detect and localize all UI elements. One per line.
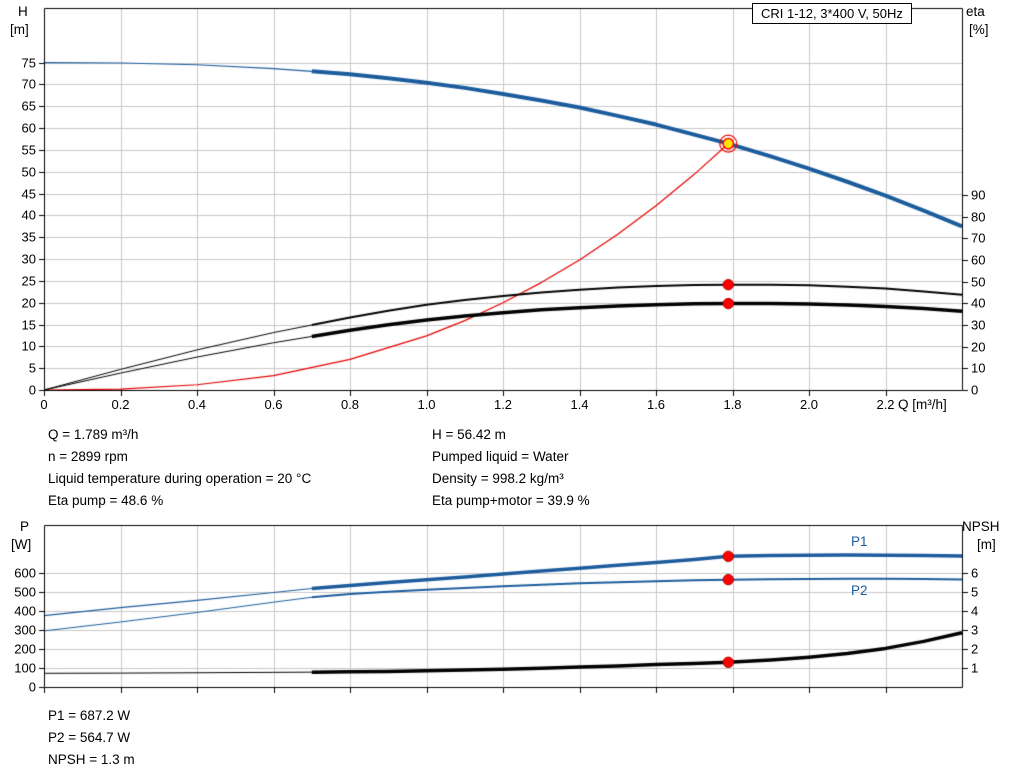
axis-tick-label: 90 — [971, 187, 986, 203]
axis-tick-label: 0.4 — [187, 397, 207, 412]
axis-tick-label: 60 — [21, 120, 36, 136]
axis-tick-label: 600 — [14, 565, 36, 581]
h-axis-unit: [m] — [10, 22, 29, 37]
axis-tick-label: 55 — [21, 142, 36, 158]
head-value-text: H = 56.42 m — [432, 427, 506, 442]
axis-tick-label: 30 — [971, 317, 986, 333]
density-text: Density = 998.2 kg/m³ — [432, 471, 564, 486]
axis-tick-label: 0.2 — [111, 397, 130, 412]
axis-tick-label: 6 — [971, 565, 979, 581]
axis-tick-label: 25 — [21, 273, 36, 289]
axis-tick-label: 0.8 — [340, 397, 360, 412]
axis-tick-label: 70 — [21, 76, 36, 92]
axis-tick-label: 45 — [21, 186, 36, 202]
axis-tick-label: 40 — [971, 295, 986, 311]
axis-tick-label: 400 — [14, 603, 36, 619]
axis-tick-label: 1 — [971, 660, 979, 676]
power-results-block: P1 = 687.2 W P2 = 564.7 W NPSH = 1.3 m — [48, 705, 135, 771]
axis-tick-label: 0 — [971, 382, 979, 398]
axis-tick-label: 30 — [21, 251, 36, 267]
axis-tick-label: 2.0 — [799, 397, 819, 412]
p-axis-unit: [W] — [11, 537, 32, 552]
axis-tick-label: 5 — [971, 584, 979, 600]
eta-pump-motor-text: Eta pump+motor = 39.9 % — [432, 493, 590, 508]
axis-tick-label: 10 — [971, 360, 986, 376]
pump-model-title: CRI 1-12, 3*400 V, 50Hz — [752, 3, 912, 24]
axis-tick-label: 4 — [971, 603, 979, 619]
npsh-axis-name: NPSH — [962, 519, 1000, 534]
axis-tick-label: 300 — [14, 622, 36, 638]
operating-data-left-column: Q = 1.789 m³/h n = 2899 rpm Liquid tempe… — [48, 424, 311, 512]
axis-tick-label: 500 — [14, 584, 36, 600]
axis-tick-label: 5 — [28, 360, 36, 376]
p1-series-label: P1 — [851, 534, 868, 549]
axis-tick-label: 0 — [28, 679, 36, 695]
axis-tick-label: 1.0 — [417, 397, 436, 412]
axis-tick-label: 1.2 — [493, 397, 513, 412]
p-axis-name: P — [20, 519, 30, 534]
axis-tick-label: 35 — [21, 229, 36, 245]
npsh-axis-unit: [m] — [977, 537, 996, 552]
axis-tick-label: 40 — [21, 207, 36, 223]
axis-tick-label: 65 — [21, 98, 36, 114]
p2-result-text: P2 = 564.7 W — [48, 730, 131, 745]
pumped-liquid-text: Pumped liquid = Water — [432, 449, 569, 464]
axis-tick-label: 0.6 — [264, 397, 283, 412]
axis-tick-label: 10 — [21, 338, 36, 354]
p2-series-label: P2 — [851, 583, 868, 598]
h-axis-name: H — [18, 4, 28, 19]
eta-axis-name: eta — [966, 4, 985, 19]
eta-axis-unit: [%] — [969, 22, 989, 37]
axis-tick-label: 50 — [971, 274, 986, 290]
axis-tick-label: 75 — [21, 55, 36, 71]
npsh-result-text: NPSH = 1.3 m — [48, 752, 135, 767]
axis-tick-label: 70 — [971, 230, 986, 246]
q-axis-label: Q [m³/h] — [898, 397, 947, 412]
axis-tick-label: 20 — [971, 339, 986, 355]
axis-tick-label: 3 — [971, 622, 979, 638]
axis-tick-label: 1.4 — [570, 397, 589, 412]
axis-tick-label: 2.2 — [876, 397, 895, 412]
axis-tick-label: 20 — [21, 295, 36, 311]
p1-result-text: P1 = 687.2 W — [48, 708, 131, 723]
axis-tick-label: 50 — [21, 164, 36, 180]
axis-tick-label: 0 — [28, 382, 36, 398]
axis-tick-label: 200 — [14, 641, 36, 657]
axis-tick-label: 1.8 — [723, 397, 742, 412]
operating-data-right-column: H = 56.42 m Pumped liquid = Water Densit… — [432, 424, 590, 512]
eta-pump-text: Eta pump = 48.6 % — [48, 493, 164, 508]
axis-tick-label: 2 — [971, 641, 979, 657]
axis-tick-label: 0 — [40, 397, 48, 412]
liquid-temp-text: Liquid temperature during operation = 20… — [48, 471, 312, 486]
flow-value-text: Q = 1.789 m³/h — [48, 427, 139, 442]
axis-tick-label: 1.6 — [646, 397, 666, 412]
speed-value-text: n = 2899 rpm — [48, 449, 128, 464]
axis-tick-label: 80 — [971, 209, 986, 225]
axis-tick-label: 100 — [14, 660, 36, 676]
axis-tick-label: 60 — [971, 252, 986, 268]
axis-tick-label: 15 — [21, 317, 36, 332]
